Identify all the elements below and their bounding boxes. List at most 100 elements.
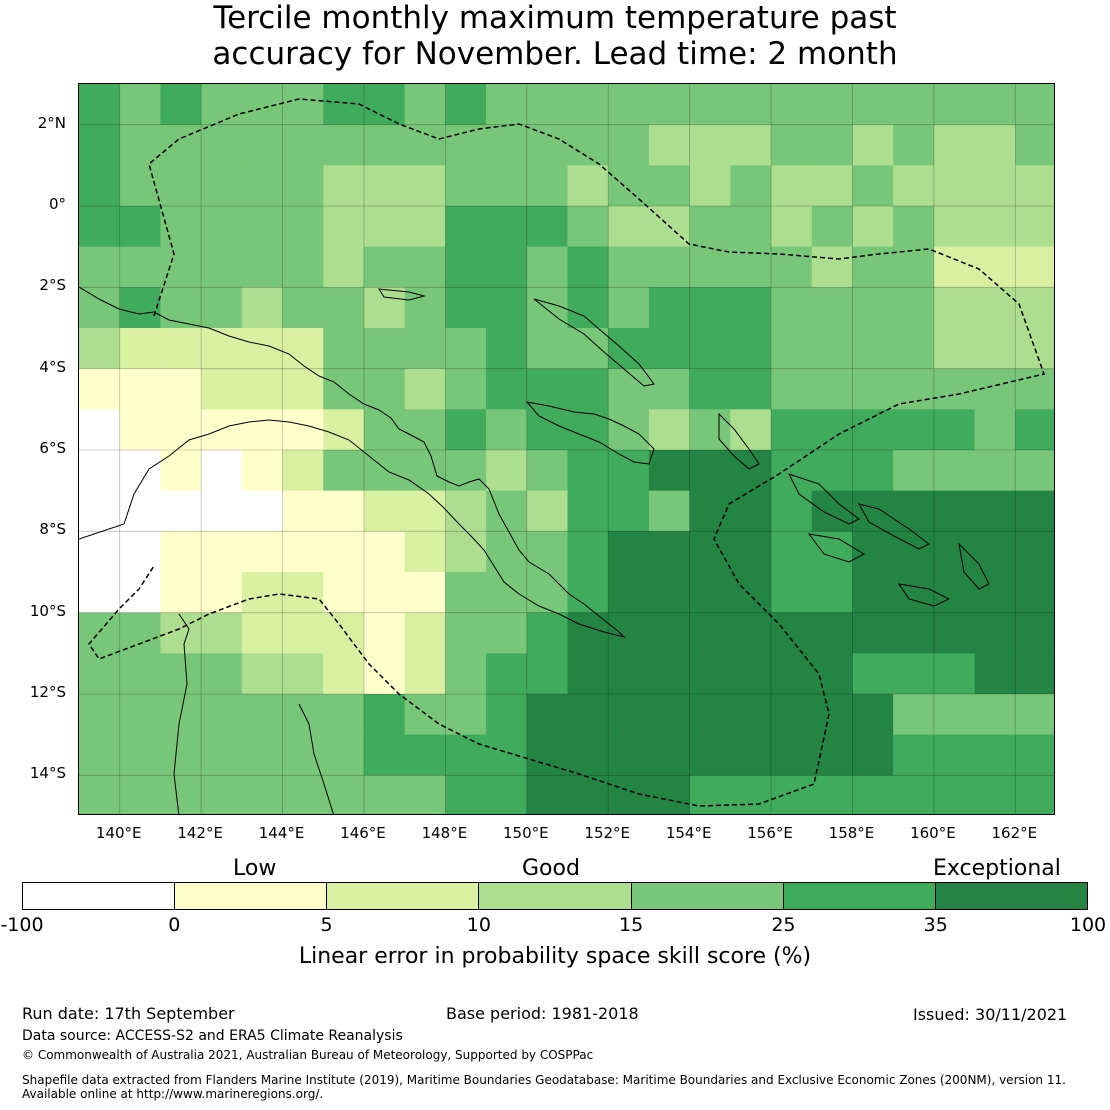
- grid-cell: [811, 775, 853, 814]
- grid-cell: [119, 572, 161, 614]
- grid-cell: [526, 775, 568, 814]
- grid-cell: [282, 734, 324, 776]
- grid-cell: [608, 531, 650, 573]
- grid-cell: [811, 694, 853, 736]
- grid-cell: [404, 165, 446, 207]
- grid-cell: [79, 84, 121, 126]
- grid-cell: [974, 450, 1016, 492]
- grid-cell: [974, 612, 1016, 654]
- grid-cell: [404, 287, 446, 329]
- grid-cell: [893, 165, 935, 207]
- coastlines: [79, 286, 990, 814]
- title-line-1: Tercile monthly maximum temperature past: [213, 0, 897, 36]
- grid-cell: [811, 84, 853, 126]
- longitude-tick-label: 150°E: [502, 824, 549, 842]
- grid-cell: [119, 206, 161, 248]
- grid-cell: [771, 84, 813, 126]
- grid-cell: [608, 612, 650, 654]
- grid-cell: [771, 124, 813, 166]
- eez-boundary: [88, 98, 1045, 807]
- grid-cell: [160, 450, 202, 492]
- grid-cell: [363, 572, 406, 614]
- grid-cell: [648, 572, 691, 614]
- grid-cell: [974, 572, 1016, 614]
- grid-cell: [363, 612, 406, 654]
- torres-strait-coastline: [173, 613, 190, 814]
- grid-cell: [282, 124, 324, 166]
- grid-cell: [608, 653, 650, 695]
- new-ireland-coastline: [533, 298, 655, 387]
- latitude-tick-label: 8°S: [39, 520, 66, 539]
- grid-cell: [79, 328, 121, 370]
- grid-cell: [241, 490, 284, 532]
- grid-cell: [323, 531, 365, 573]
- grid-cell: [608, 165, 650, 207]
- grid-cell: [241, 206, 284, 248]
- grid-cell: [404, 206, 446, 248]
- grid-cell: [160, 84, 202, 126]
- grid-cell: [526, 84, 568, 126]
- grid-cell: [648, 84, 691, 126]
- grid-cell: [486, 409, 528, 451]
- grid-cell: [323, 694, 365, 736]
- grid-cell: [323, 450, 365, 492]
- grid-cell: [1015, 572, 1054, 614]
- grid-cell: [893, 84, 935, 126]
- grid-cell: [730, 572, 772, 614]
- grid-cell: [241, 612, 284, 654]
- grid-cell: [282, 694, 324, 736]
- grid-cell: [241, 246, 284, 288]
- colorbar-tick-label: 35: [923, 914, 948, 936]
- longitude-tick-label: 144°E: [258, 824, 305, 842]
- longitude-tick-label: 142°E: [177, 824, 223, 842]
- grid-cell: [567, 287, 609, 329]
- grid-cell: [160, 531, 202, 573]
- grid-cell: [526, 206, 568, 248]
- grid-cell: [1015, 450, 1054, 492]
- grid-cell: [119, 246, 161, 288]
- colorbar-tick-label: 0: [168, 914, 181, 936]
- grid-cell: [852, 84, 894, 126]
- grid-cell: [160, 206, 202, 248]
- grid-cell: [404, 531, 446, 573]
- grid-cell: [567, 328, 609, 370]
- grid-cell: [811, 450, 853, 492]
- grid-cell: [648, 328, 691, 370]
- grid-cell: [689, 287, 731, 329]
- grid-cell: [1015, 775, 1054, 814]
- grid-cell: [282, 165, 324, 207]
- grid-cell: [323, 612, 365, 654]
- skill-score-map: [78, 83, 1055, 815]
- grid-cell: [160, 612, 202, 654]
- grid-cell: [241, 165, 284, 207]
- longitude-tick-label: 146°E: [340, 824, 386, 842]
- category-good: Good: [522, 856, 580, 881]
- grid-cell: [648, 653, 691, 695]
- grid-cell: [404, 572, 446, 614]
- grid-cell: [1015, 287, 1054, 329]
- grid-cell: [445, 124, 487, 166]
- grid-cell: [974, 165, 1016, 207]
- grid-cell: [201, 84, 243, 126]
- grid-cell: [771, 206, 813, 248]
- grid-cell: [241, 368, 284, 410]
- grid-cell: [160, 653, 202, 695]
- grid-cell: [160, 368, 202, 410]
- grid-cell: [486, 572, 528, 614]
- grid-cell: [201, 124, 243, 166]
- latitude-tick-label: 0°: [48, 195, 66, 213]
- grid-cell: [648, 490, 691, 532]
- grid-cell: [771, 531, 813, 573]
- latitude-tick-label: 4°S: [39, 357, 66, 376]
- grid-cell: [608, 450, 650, 492]
- grid-cell: [323, 409, 365, 451]
- solomon-islands-coastline-1: [788, 473, 860, 525]
- grid-cell: [1015, 124, 1054, 166]
- grid-cell: [282, 653, 324, 695]
- grid-cell: [933, 694, 976, 736]
- grid-cell: [79, 165, 121, 207]
- grid-cell: [526, 450, 568, 492]
- grid-cell: [933, 368, 976, 410]
- grid-cell: [608, 409, 650, 451]
- grid-cell: [771, 368, 813, 410]
